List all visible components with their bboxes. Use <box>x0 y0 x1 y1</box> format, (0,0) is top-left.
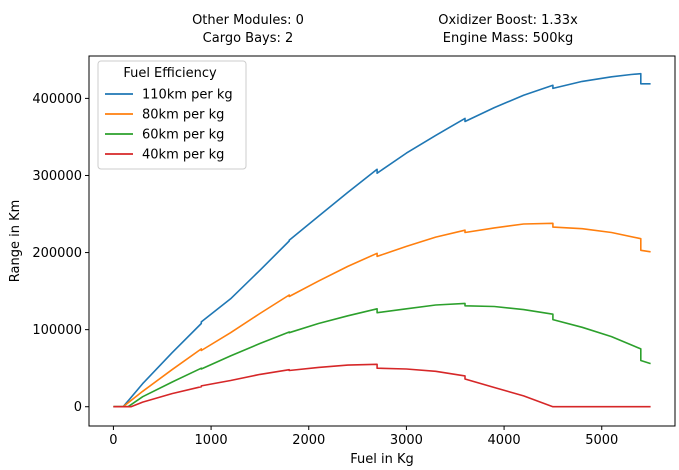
x-tick-label: 2000 <box>292 433 325 448</box>
series-line-1 <box>113 222 651 408</box>
header-note-right: Oxidizer Boost: 1.33x Engine Mass: 500kg <box>418 12 598 48</box>
y-tick-label: 100000 <box>32 323 82 338</box>
legend: Fuel Efficiency 110km per kg 80km per kg 60… <box>97 60 247 170</box>
x-axis: 0 1000 2000 3000 4000 5000 <box>109 426 618 448</box>
engine-mass-label: Engine Mass: 500kg <box>442 31 574 46</box>
oxidizer-boost-label: Oxidizer Boost: 1.33x <box>438 13 578 28</box>
other-modules-label: Other Modules: 0 <box>192 13 304 28</box>
series-line-0 <box>113 72 651 408</box>
y-axis-label: Range in Km <box>8 200 23 283</box>
series-line-2 <box>113 302 651 408</box>
x-tick-label: 3000 <box>390 433 423 448</box>
y-axis: 0 100000 200000 300000 400000 <box>32 92 89 415</box>
legend-label: 80km per kg <box>142 108 224 123</box>
series-line-3 <box>113 363 651 408</box>
y-tick-label: 400000 <box>32 92 82 107</box>
legend-label: 110km per kg <box>142 88 233 103</box>
y-tick-label: 200000 <box>32 246 82 261</box>
legend-box <box>97 60 247 170</box>
x-tick-label: 5000 <box>585 433 618 448</box>
x-tick-label: 4000 <box>488 433 521 448</box>
x-tick-label: 1000 <box>195 433 228 448</box>
x-tick-label: 0 <box>109 433 117 448</box>
cargo-bays-label: Cargo Bays: 2 <box>202 31 294 46</box>
y-tick-label: 0 <box>74 400 82 415</box>
x-axis-label: Fuel in Kg <box>350 452 414 467</box>
plot-frame <box>88 55 676 427</box>
legend-title: Fuel Efficiency <box>123 66 217 81</box>
header-note-left: Other Modules: 0 Cargo Bays: 2 <box>168 12 328 48</box>
legend-label: 60km per kg <box>142 128 224 143</box>
y-tick-label: 300000 <box>32 169 82 184</box>
legend-label: 40km per kg <box>142 148 224 163</box>
plot-lines <box>113 72 651 408</box>
